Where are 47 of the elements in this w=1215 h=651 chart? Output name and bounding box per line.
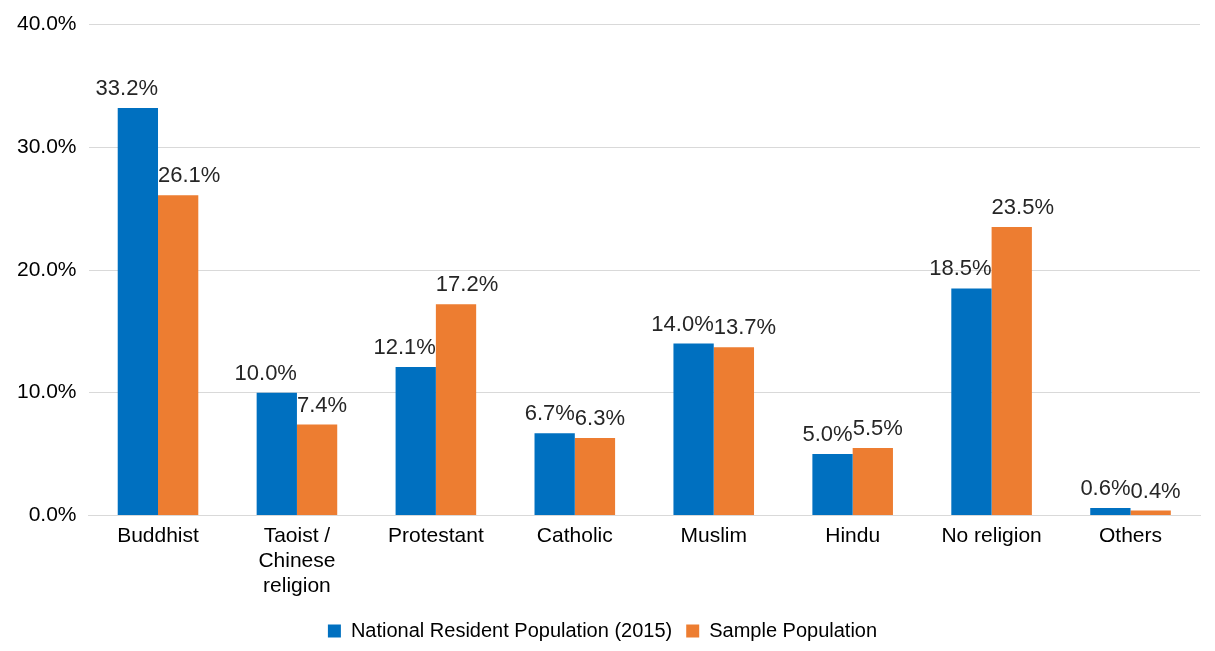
- y-tick-label: 40.0%: [17, 11, 77, 35]
- x-tick-label: Catholic: [536, 522, 613, 546]
- bar: [296, 424, 338, 515]
- legend-label: National Resident Population (2015): [350, 618, 673, 641]
- x-tick-label: Protestant: [388, 522, 484, 546]
- data-label: 6.7%: [524, 400, 575, 426]
- data-label: 6.3%: [574, 405, 625, 431]
- bar: [395, 366, 436, 515]
- x-tick-label: Others: [1099, 522, 1163, 546]
- data-label: 33.2%: [95, 75, 159, 101]
- x-tick-label: Hindu: [825, 522, 881, 546]
- y-tick-label: 0.0%: [28, 502, 77, 526]
- data-label: 14.0%: [651, 310, 714, 336]
- bar: [256, 392, 297, 515]
- data-label: 26.1%: [158, 162, 221, 188]
- bar: [812, 454, 853, 515]
- bar: [673, 343, 714, 515]
- data-label: 10.0%: [234, 359, 297, 385]
- data-label: 17.2%: [435, 271, 499, 297]
- y-tick-label: 20.0%: [17, 256, 77, 280]
- x-tick-label: Muslim: [680, 522, 747, 546]
- x-tick-label: Taoist / Chinese religion: [258, 522, 336, 597]
- data-label: 5.0%: [802, 421, 853, 447]
- data-label: 23.5%: [991, 194, 1054, 220]
- bar: [852, 447, 893, 515]
- x-tick-label: Buddhist: [117, 522, 200, 546]
- bar: [713, 347, 755, 515]
- legend-label: Sample Population: [709, 618, 878, 641]
- bar: [534, 433, 575, 515]
- data-label: 12.1%: [373, 334, 436, 359]
- bar: [1130, 510, 1171, 515]
- bar: [574, 438, 616, 515]
- data-label: 7.4%: [296, 391, 348, 417]
- data-label: 18.5%: [929, 255, 992, 281]
- data-label: 0.6%: [1080, 475, 1131, 501]
- bar: [117, 108, 159, 515]
- y-tick-label: 10.0%: [17, 379, 77, 403]
- bar: [158, 195, 199, 515]
- bar: [1090, 508, 1131, 515]
- bar: [991, 227, 1032, 515]
- bar: [435, 304, 477, 515]
- data-label: 13.7%: [713, 314, 777, 340]
- bar: [951, 288, 992, 515]
- y-tick-label: 30.0%: [17, 134, 77, 158]
- data-label: 0.4%: [1130, 477, 1181, 503]
- data-label: 5.5%: [852, 414, 903, 440]
- x-tick-label: No religion: [941, 522, 1042, 546]
